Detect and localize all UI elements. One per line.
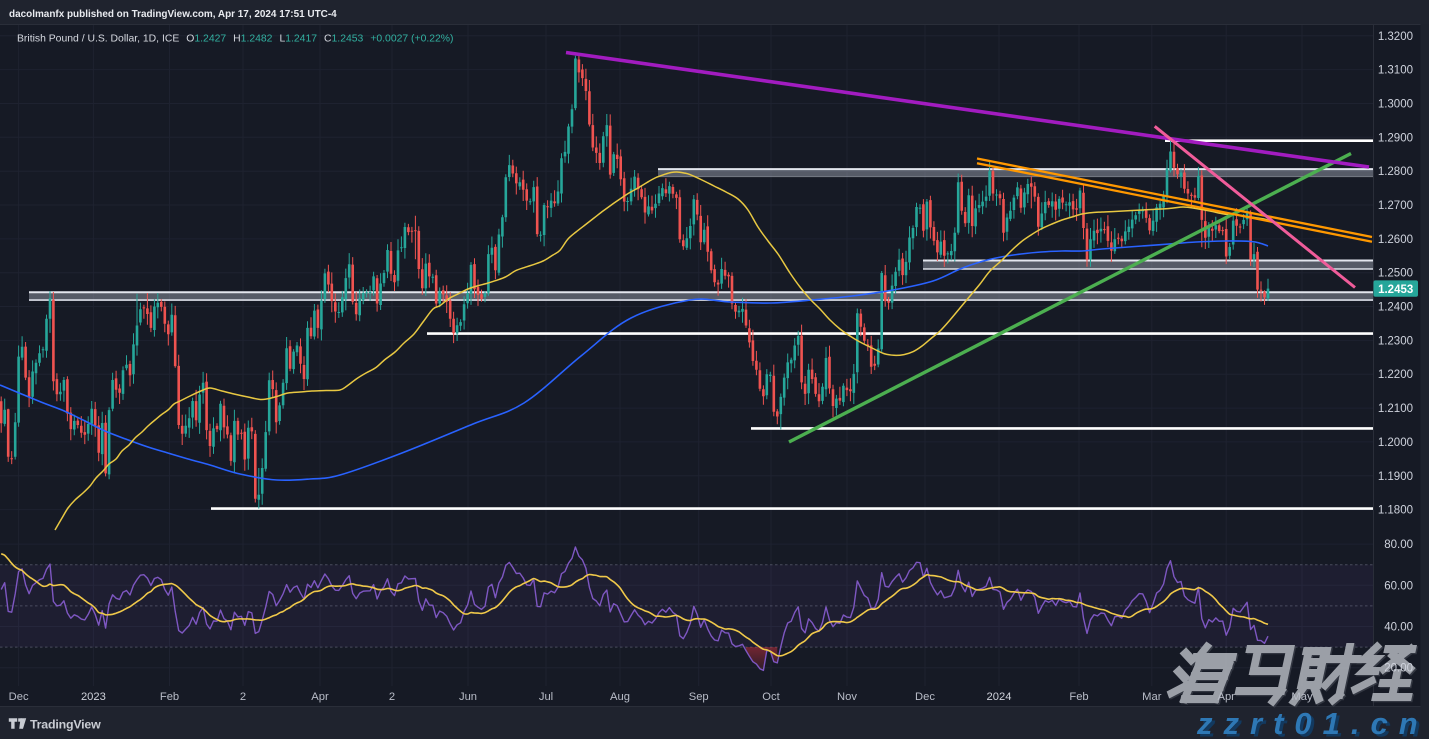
svg-text:Oct: Oct — [762, 691, 780, 703]
svg-text:Jul: Jul — [539, 691, 553, 703]
svg-text:1.2400: 1.2400 — [1378, 302, 1413, 314]
svg-text:Dec: Dec — [9, 691, 29, 703]
svg-text:2023: 2023 — [81, 691, 106, 703]
svg-text:May: May — [1291, 691, 1313, 703]
svg-text:1.2500: 1.2500 — [1378, 268, 1413, 280]
svg-text:Apr: Apr — [311, 691, 329, 703]
svg-text:Sep: Sep — [689, 691, 709, 703]
svg-text:1.2453: 1.2453 — [1378, 284, 1413, 296]
svg-text:40.00: 40.00 — [1384, 622, 1413, 634]
svg-text:British Pound / U.S. Dollar, 1: British Pound / U.S. Dollar, 1D, ICE O1.2… — [17, 34, 454, 45]
svg-text:1.1800: 1.1800 — [1378, 505, 1413, 517]
svg-text:Aug: Aug — [610, 691, 630, 703]
svg-text:2024: 2024 — [987, 691, 1012, 703]
svg-text:1.2600: 1.2600 — [1378, 234, 1413, 246]
svg-text:zzrt01.cn: zzrt01.cn — [1196, 706, 1429, 739]
svg-text:Feb: Feb — [1069, 691, 1088, 703]
svg-text:2: 2 — [389, 691, 395, 703]
svg-text:TradingView: TradingView — [30, 718, 101, 732]
svg-text:1.2800: 1.2800 — [1378, 166, 1413, 178]
svg-text:60.00: 60.00 — [1384, 580, 1413, 592]
svg-text:80.00: 80.00 — [1384, 539, 1413, 551]
svg-text:2: 2 — [240, 691, 246, 703]
svg-text:1.3200: 1.3200 — [1378, 31, 1413, 43]
svg-text:Nov: Nov — [837, 691, 857, 703]
svg-text:1.2200: 1.2200 — [1378, 369, 1413, 381]
svg-text:Feb: Feb — [160, 691, 179, 703]
svg-text:1.3100: 1.3100 — [1378, 65, 1413, 77]
svg-text:1.2100: 1.2100 — [1378, 403, 1413, 415]
svg-text:1.2300: 1.2300 — [1378, 335, 1413, 347]
svg-text:Dec: Dec — [915, 691, 935, 703]
svg-text:Apr: Apr — [1217, 691, 1235, 703]
svg-text:dacolmanfx published on Tradin: dacolmanfx published on TradingView.com,… — [9, 9, 337, 20]
svg-text:Mar: Mar — [1142, 691, 1162, 703]
svg-text:zzrt01.cn: zzrt01.cn — [1199, 709, 1429, 739]
svg-text:1.3000: 1.3000 — [1378, 99, 1413, 111]
svg-text:1.2900: 1.2900 — [1378, 132, 1413, 144]
svg-text:1.2000: 1.2000 — [1378, 437, 1413, 449]
svg-text:20.00: 20.00 — [1384, 663, 1413, 675]
svg-text:Jun: Jun — [459, 691, 477, 703]
svg-text:1.2700: 1.2700 — [1378, 200, 1413, 212]
svg-text:1.1900: 1.1900 — [1378, 471, 1413, 483]
